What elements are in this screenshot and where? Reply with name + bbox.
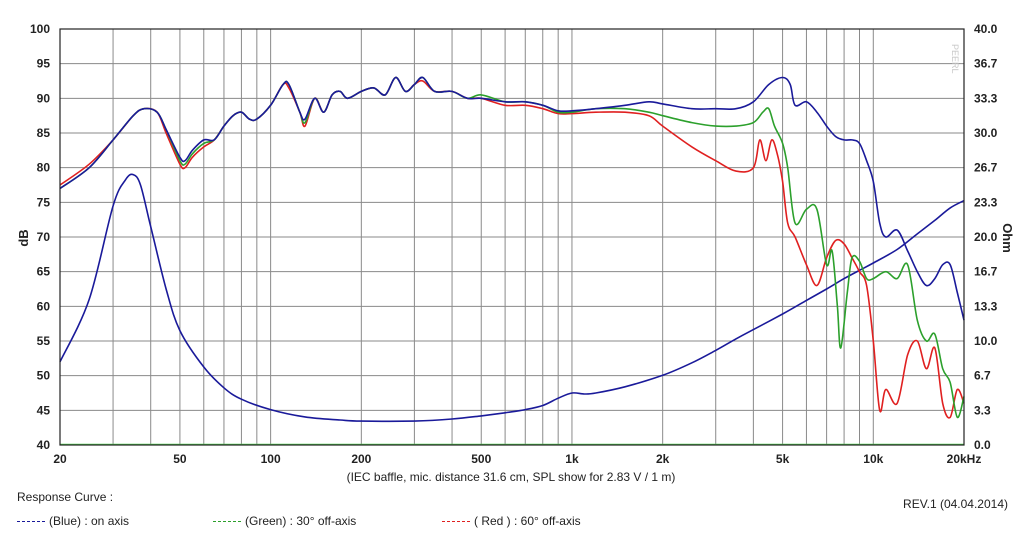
legend-entry-red: ( Red ) : 60° off-axis: [442, 514, 581, 528]
y2-tick-label: 40.0: [974, 22, 998, 36]
watermark-text: PEERL: [950, 44, 960, 74]
chart-caption: (IEC baffle, mic. distance 31.6 cm, SPL …: [347, 470, 676, 484]
y-tick-label: 55: [37, 334, 51, 348]
x-tick-label: 100: [261, 452, 281, 466]
y2-tick-label: 0.0: [974, 438, 991, 452]
y-axis-title: dB: [16, 229, 31, 246]
legend-title: Response Curve :: [17, 490, 114, 504]
x-tick-label: 5k: [776, 452, 790, 466]
x-tick-label: 1k: [565, 452, 579, 466]
x-tick-label: 500: [471, 452, 491, 466]
plot-frame: [59, 28, 965, 446]
legend-label-blue: (Blue) : on axis: [49, 514, 130, 528]
y-tick-label: 40: [37, 438, 51, 452]
y2-tick-label: 13.3: [974, 299, 998, 313]
y-tick-label: 80: [37, 161, 51, 175]
y2-tick-label: 6.7: [974, 369, 991, 383]
y-tick-label: 100: [30, 22, 50, 36]
y2-tick-label: 33.3: [974, 91, 998, 105]
y2-tick-label: 36.7: [974, 57, 998, 71]
y2-tick-label: 26.7: [974, 161, 998, 175]
legend-swatch-red: [442, 520, 470, 522]
y-tick-label: 75: [37, 195, 51, 209]
y2-tick-label: 30.0: [974, 126, 998, 140]
x-tick-label: 200: [351, 452, 371, 466]
y-tick-label: 65: [37, 265, 51, 279]
tick-labels: 40 45 50 55 60 65 70 75 80 85 90 95 100 0.0 3.3 6.7 10.0…: [30, 22, 998, 466]
legend-entry-blue: (Blue) : on axis: [17, 514, 129, 528]
y-tick-label: 70: [37, 230, 51, 244]
y2-tick-label: 16.7: [974, 265, 998, 279]
x-tick-label: 20kHz: [947, 452, 982, 466]
y2-tick-label: 3.3: [974, 403, 991, 417]
y2-tick-label: 20.0: [974, 230, 998, 244]
y-tick-label: 45: [37, 403, 51, 417]
y-tick-label: 90: [37, 91, 51, 105]
revision-label: REV.1 (04.04.2014): [903, 497, 1008, 511]
y-tick-label: 95: [37, 57, 51, 71]
legend-swatch-green: [213, 520, 241, 522]
legend-swatch-blue: [17, 520, 45, 522]
x-tick-label: 10k: [863, 452, 883, 466]
series-line-on-axis: [59, 76, 965, 321]
y2-tick-label: 10.0: [974, 334, 998, 348]
x-tick-label: 2k: [656, 452, 670, 466]
series-line-impedance: [59, 173, 965, 423]
y-tick-label: 50: [37, 369, 51, 383]
legend-label-red: ( Red ) : 60° off-axis: [474, 514, 581, 528]
y-tick-label: 85: [37, 126, 51, 140]
x-tick-label: 50: [173, 452, 187, 466]
y-tick-label: 60: [37, 299, 51, 313]
y2-tick-label: 23.3: [974, 195, 998, 209]
y2-axis-title: Ohm: [1000, 223, 1015, 253]
legend-entry-green: (Green) : 30° off-axis: [213, 514, 356, 528]
x-tick-label: 20: [53, 452, 67, 466]
series-layer: [59, 76, 965, 423]
legend-label-green: (Green) : 30° off-axis: [245, 514, 357, 528]
